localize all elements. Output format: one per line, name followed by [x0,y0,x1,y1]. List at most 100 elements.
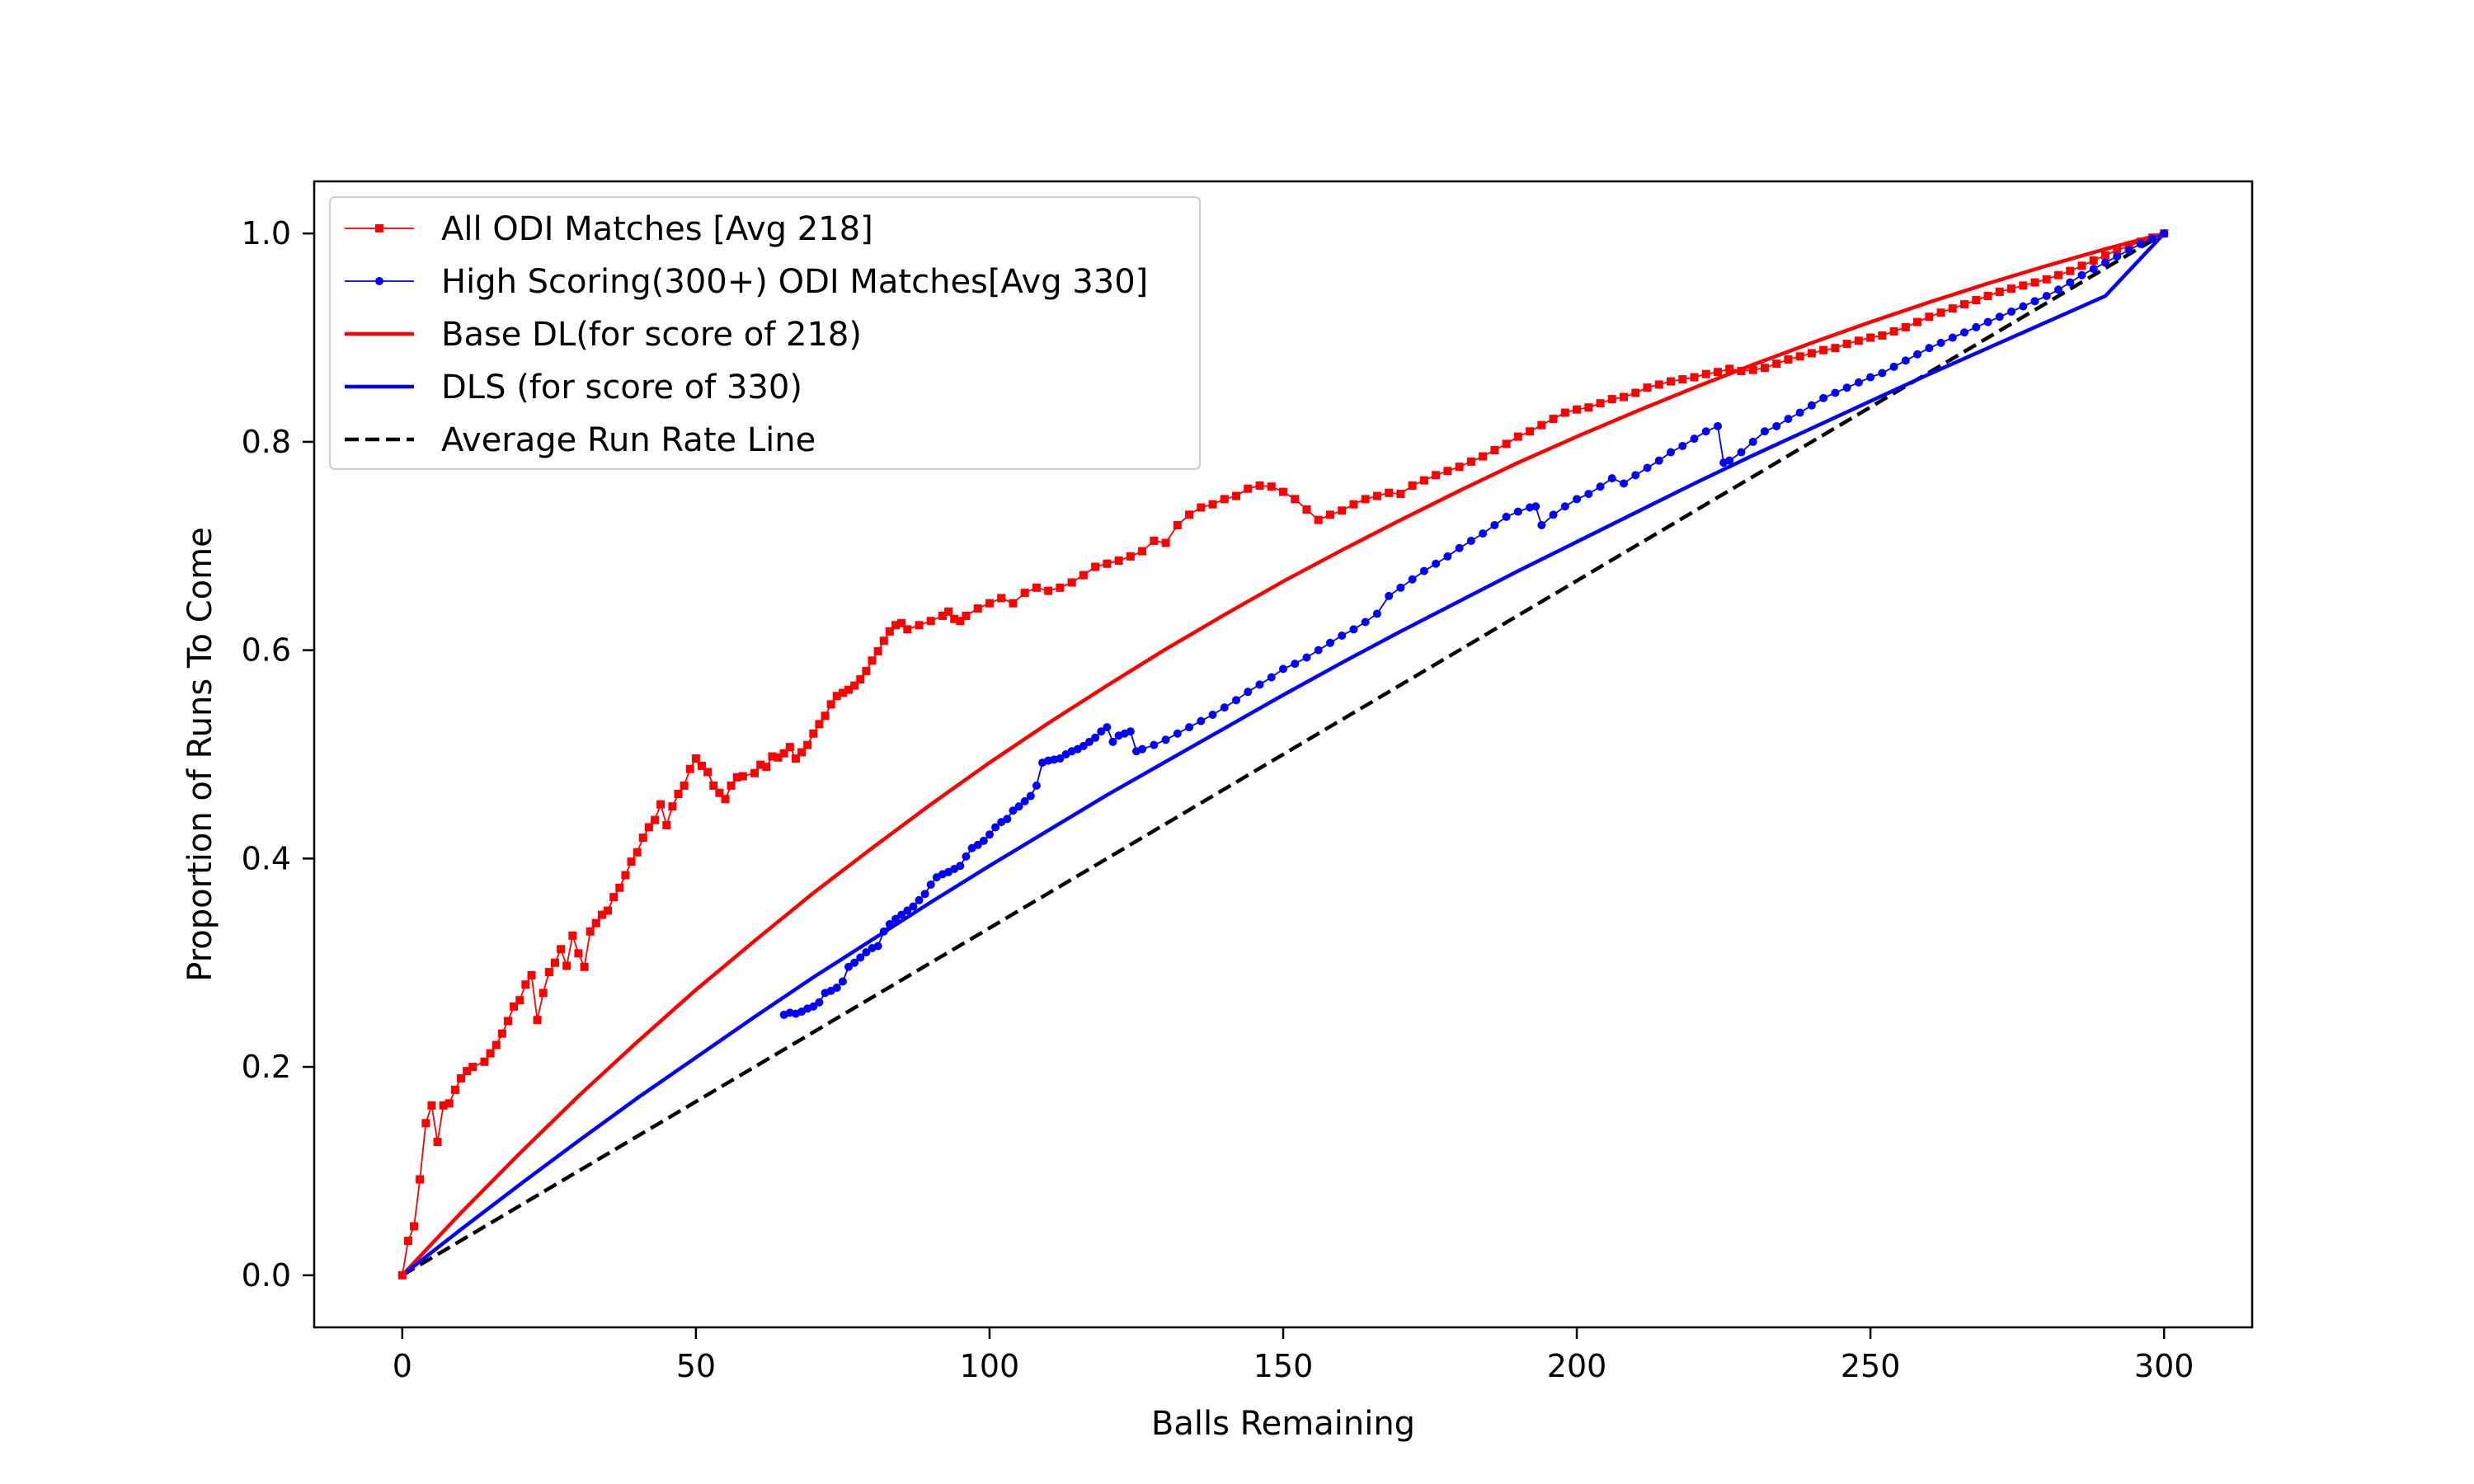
data-point [2077,261,2086,270]
data-point [1819,393,1828,402]
data-point [515,996,524,1005]
data-point [727,781,736,790]
data-point [1607,395,1616,404]
data-point [1479,452,1488,461]
data-point [879,927,888,936]
data-point [1972,296,1981,305]
data-point [604,906,613,915]
data-point [1795,352,1804,361]
data-point [774,753,783,762]
data-point [510,1002,519,1011]
data-point [1291,495,1300,504]
data-point [1020,796,1029,805]
data-point [979,836,988,845]
data-point [1901,322,1910,331]
data-point [1678,441,1687,450]
data-point [1044,586,1053,595]
data-point [527,970,536,979]
data-point [1878,369,1887,378]
data-point [768,752,777,761]
data-point [1667,448,1675,457]
data-point [698,761,706,770]
data-point [1220,703,1229,712]
data-point [2089,256,2098,265]
data-point [597,910,606,919]
data-point [1126,727,1135,736]
data-point [1737,448,1746,457]
data-point [1114,556,1123,565]
data-point [1091,562,1100,571]
data-point [1032,781,1041,790]
data-point [1631,471,1640,480]
data-point [1108,737,1117,746]
data-point [1349,625,1358,634]
data-point [421,1119,430,1128]
data-point [662,820,671,829]
data-point [1831,344,1840,353]
data-point [2100,258,2109,267]
data-point [809,1002,818,1011]
data-point [838,977,847,986]
legend-items: All ODI Matches [Avg 218] High Scoring(30… [345,210,1148,459]
data-point [1185,510,1194,519]
data-point [1314,646,1323,655]
data-point [1654,380,1663,389]
data-point [1302,505,1311,514]
data-point [427,1101,436,1110]
series-layer [397,229,2169,1280]
data-point [756,760,765,769]
data-point [1490,521,1499,529]
data-point [2019,281,2028,290]
data-point [1526,427,1535,436]
data-point [1314,515,1323,524]
data-point [1150,536,1159,545]
data-point [1443,467,1452,476]
legend-item: All ODI Matches [Avg 218] [345,210,873,248]
data-point [1432,471,1441,480]
data-point [1419,476,1428,485]
data-point [832,984,841,993]
data-point [1643,383,1652,392]
data-point [1607,474,1616,483]
data-point [1267,673,1276,682]
data-point [1549,415,1558,424]
data-point [1573,495,1582,504]
data-point [1279,487,1287,496]
data-point [1372,609,1381,618]
axes-layer: 0 50 100 150 200 250 300 0.0 0.2 0.4 0.6 0.8 1.0 [242,215,2194,1384]
data-point [1173,521,1182,529]
data-point [2007,284,2016,294]
data-point [873,646,882,655]
data-point [1560,502,1569,511]
data-point [1185,723,1194,732]
data-point [1960,300,1969,309]
x-tick-label: 50 [676,1348,716,1384]
data-point [544,968,553,977]
data-point [985,830,994,839]
data-point [2066,278,2075,287]
data-point [2019,302,2028,311]
data-point [1631,388,1640,397]
data-point [956,862,965,871]
data-point [1537,521,1546,529]
data-point [1455,543,1464,552]
data-point [1889,326,1898,336]
data-point [1772,359,1781,369]
x-tick-label: 100 [960,1348,1020,1384]
data-point [2007,307,2016,316]
data-point [1067,578,1076,587]
data-point [821,711,830,721]
data-point [1479,529,1488,538]
data-point [1513,432,1522,441]
data-point [1643,463,1652,472]
data-point [1003,815,1012,824]
data-point [1819,345,1828,355]
data-point [985,599,994,608]
data-point [891,914,900,923]
data-point [1901,356,1910,365]
data-point [1678,375,1687,384]
data-point [926,617,935,626]
data-point [909,902,918,911]
legend-marker [375,224,383,232]
data-point [1854,336,1863,345]
